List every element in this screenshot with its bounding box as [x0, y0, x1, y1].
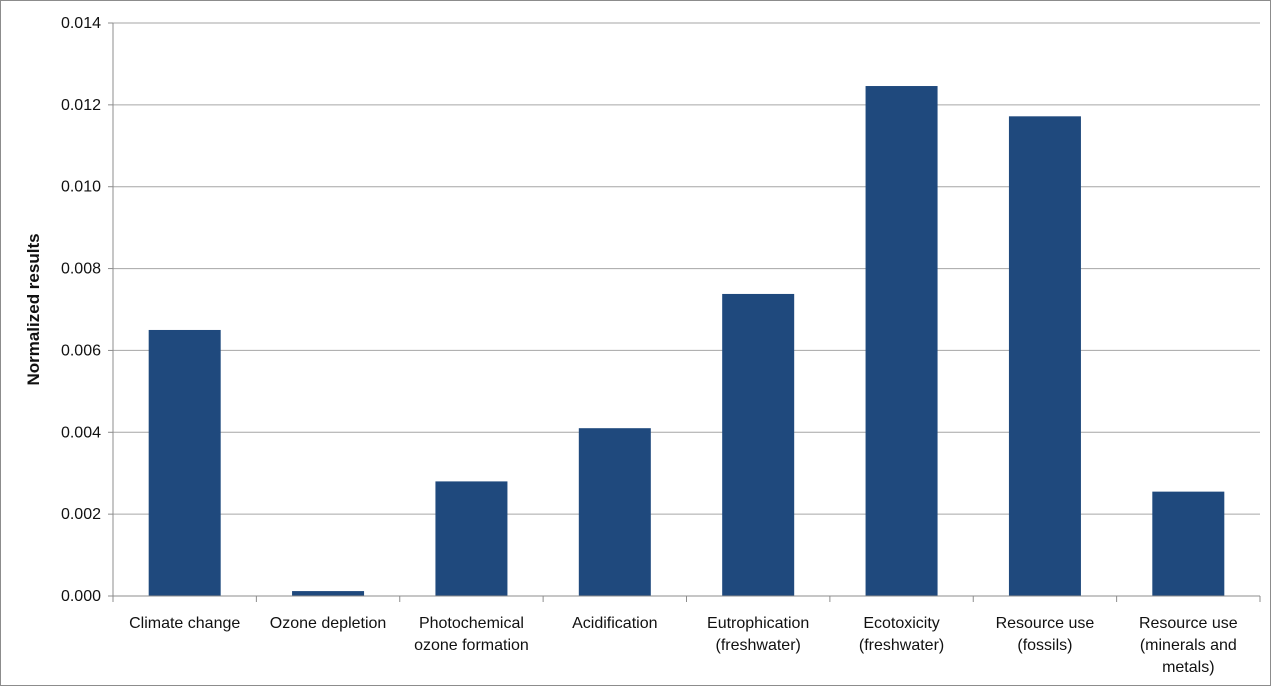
gridlines: [108, 22, 1260, 597]
x-tick-label: Eutrophication (freshwater): [707, 615, 809, 654]
bar: [292, 591, 365, 596]
y-tick-label: 0.010: [61, 179, 101, 196]
bars: [148, 86, 1225, 597]
bar: [865, 86, 938, 596]
x-tick-label: Acidification: [572, 615, 657, 632]
y-tick-label: 0.012: [61, 97, 101, 114]
x-tick-label: Climate change: [129, 615, 240, 632]
y-tick-label: 0.000: [61, 588, 101, 605]
bar: [722, 293, 795, 596]
y-tick-label: 0.014: [61, 15, 101, 32]
y-axis-title: Normalized results: [24, 233, 43, 385]
y-tick-label: 0.006: [61, 342, 101, 359]
bar: [435, 481, 508, 596]
x-tick-label: Ozone depletion: [270, 615, 387, 632]
x-tick-label: Photochemical ozone formation: [414, 615, 529, 654]
x-tick-label: Resource use (minerals and metals): [1139, 615, 1238, 676]
y-tick-label: 0.002: [61, 506, 101, 523]
x-tick-label: Ecotoxicity (freshwater): [859, 615, 944, 654]
bar: [1008, 116, 1081, 597]
axes: [112, 23, 1261, 602]
bar: [148, 329, 221, 596]
bar: [1152, 491, 1225, 596]
x-tick-label: Resource use (fossils): [996, 615, 1095, 654]
y-tick-label: 0.008: [61, 261, 101, 278]
bar: [578, 428, 651, 596]
y-tick-label: 0.004: [61, 424, 101, 441]
x-tick-labels: Climate change Ozone depletion Photochemic…: [129, 615, 1238, 676]
y-tick-labels: 0.000 0.002 0.004 0.006 0.008 0.010 0.012 0.014: [61, 15, 101, 605]
